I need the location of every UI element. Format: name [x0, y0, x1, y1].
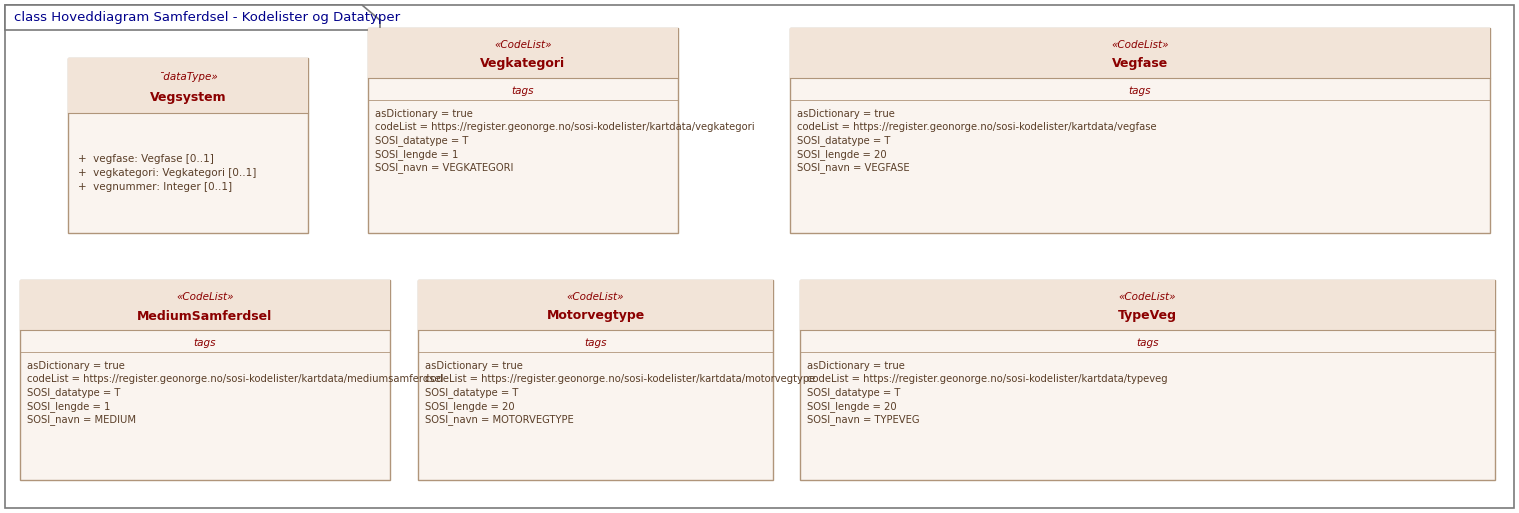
Text: SOSI_navn = TYPEVEG: SOSI_navn = TYPEVEG: [807, 415, 919, 425]
Text: tags: tags: [1129, 86, 1151, 96]
Text: asDictionary = true: asDictionary = true: [375, 109, 472, 119]
Bar: [801, 280, 1495, 330]
Text: SOSI_datatype = T: SOSI_datatype = T: [27, 387, 120, 399]
Text: MediumSamferdsel: MediumSamferdsel: [137, 309, 272, 323]
Text: ¯dataType»: ¯dataType»: [158, 72, 217, 82]
Text: SOSI_datatype = T: SOSI_datatype = T: [425, 387, 518, 399]
Text: class Hoveddiagram Samferdsel - Kodelister og Datatyper: class Hoveddiagram Samferdsel - Kodelist…: [14, 11, 399, 25]
Text: +  vegkategori: Vegkategori [0..1]: + vegkategori: Vegkategori [0..1]: [77, 168, 257, 178]
Bar: [368, 28, 677, 233]
Bar: [20, 280, 390, 480]
Text: «CodeList»: «CodeList»: [494, 41, 551, 50]
Bar: [368, 28, 677, 78]
Text: «CodeList»: «CodeList»: [1120, 292, 1176, 303]
Text: SOSI_lengde = 20: SOSI_lengde = 20: [797, 149, 887, 160]
Text: tags: tags: [585, 338, 606, 348]
Text: TypeVeg: TypeVeg: [1118, 309, 1177, 323]
Text: codeList = https://register.geonorge.no/sosi-kodelister/kartdata/mediumsamferdse: codeList = https://register.geonorge.no/…: [27, 374, 444, 385]
Text: SOSI_lengde = 1: SOSI_lengde = 1: [375, 149, 459, 160]
Bar: [68, 58, 308, 233]
Text: «CodeList»: «CodeList»: [567, 292, 624, 303]
Text: SOSI_lengde = 1: SOSI_lengde = 1: [27, 401, 111, 412]
Bar: [418, 280, 773, 480]
Text: SOSI_navn = MEDIUM: SOSI_navn = MEDIUM: [27, 415, 137, 425]
Text: SOSI_lengde = 20: SOSI_lengde = 20: [807, 401, 896, 412]
Text: tags: tags: [1136, 338, 1159, 348]
Text: «CodeList»: «CodeList»: [1112, 41, 1168, 50]
Text: asDictionary = true: asDictionary = true: [797, 109, 895, 119]
Text: Vegsystem: Vegsystem: [150, 91, 226, 104]
Text: SOSI_navn = VEGFASE: SOSI_navn = VEGFASE: [797, 163, 910, 173]
Bar: [418, 280, 773, 330]
Text: codeList = https://register.geonorge.no/sosi-kodelister/kartdata/vegkategori: codeList = https://register.geonorge.no/…: [375, 123, 755, 132]
Text: «CodeList»: «CodeList»: [176, 292, 234, 303]
Text: SOSI_navn = VEGKATEGORI: SOSI_navn = VEGKATEGORI: [375, 163, 513, 173]
Text: codeList = https://register.geonorge.no/sosi-kodelister/kartdata/motorvegtype: codeList = https://register.geonorge.no/…: [425, 374, 816, 385]
Text: tags: tags: [512, 86, 535, 96]
Text: tags: tags: [194, 338, 216, 348]
Text: codeList = https://register.geonorge.no/sosi-kodelister/kartdata/vegfase: codeList = https://register.geonorge.no/…: [797, 123, 1156, 132]
Polygon shape: [5, 5, 380, 30]
Bar: [20, 280, 390, 330]
Text: Vegkategori: Vegkategori: [480, 57, 565, 70]
Text: SOSI_datatype = T: SOSI_datatype = T: [797, 135, 890, 146]
Text: asDictionary = true: asDictionary = true: [807, 361, 905, 371]
Text: SOSI_lengde = 20: SOSI_lengde = 20: [425, 401, 515, 412]
Text: +  vegnummer: Integer [0..1]: + vegnummer: Integer [0..1]: [77, 182, 232, 192]
Text: Motorvegtype: Motorvegtype: [547, 309, 644, 323]
Bar: [790, 28, 1490, 78]
Text: +  vegfase: Vegfase [0..1]: + vegfase: Vegfase [0..1]: [77, 154, 214, 164]
Bar: [790, 28, 1490, 233]
Bar: [801, 280, 1495, 480]
Text: codeList = https://register.geonorge.no/sosi-kodelister/kartdata/typeveg: codeList = https://register.geonorge.no/…: [807, 374, 1168, 385]
Text: SOSI_datatype = T: SOSI_datatype = T: [375, 135, 468, 146]
Text: asDictionary = true: asDictionary = true: [425, 361, 523, 371]
Text: SOSI_datatype = T: SOSI_datatype = T: [807, 387, 901, 399]
Bar: [68, 58, 308, 113]
Text: asDictionary = true: asDictionary = true: [27, 361, 125, 371]
Text: SOSI_navn = MOTORVEGTYPE: SOSI_navn = MOTORVEGTYPE: [425, 415, 574, 425]
Text: Vegfase: Vegfase: [1112, 57, 1168, 70]
